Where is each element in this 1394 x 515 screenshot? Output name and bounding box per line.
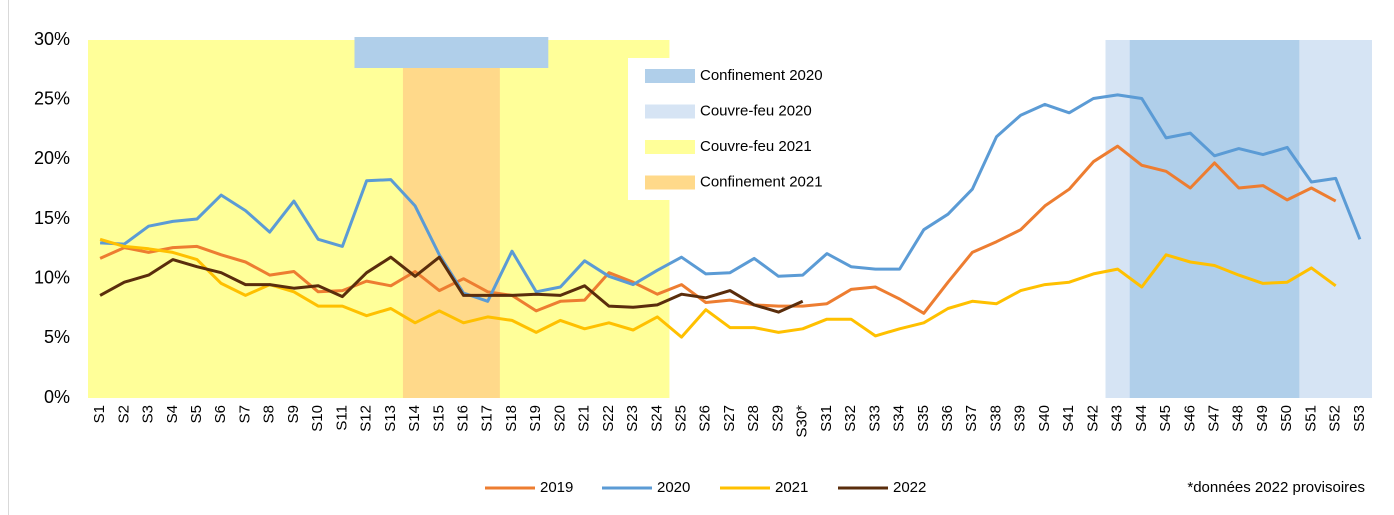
x-tick-label: S47 xyxy=(1205,405,1222,432)
legend-label: Confinement 2020 xyxy=(700,67,823,84)
x-tick-label: S21 xyxy=(576,405,593,432)
x-tick-label: S33 xyxy=(866,405,883,432)
x-tick-label: S2 xyxy=(115,405,132,423)
x-tick-label: S41 xyxy=(1060,405,1077,432)
x-tick-label: S39 xyxy=(1012,405,1029,432)
x-tick-label: S8 xyxy=(261,405,278,423)
legend-swatch xyxy=(645,69,695,83)
x-tick-label: S44 xyxy=(1133,405,1150,432)
x-tick-label: S50 xyxy=(1278,405,1295,432)
x-tick-label: S46 xyxy=(1181,405,1198,432)
x-tick-label: S53 xyxy=(1351,405,1368,432)
x-tick-label: S16 xyxy=(454,405,471,432)
x-tick-label: S45 xyxy=(1157,405,1174,432)
x-tick-label: S52 xyxy=(1327,405,1344,432)
legend-swatch xyxy=(645,104,695,119)
x-tick-label: S1 xyxy=(91,405,108,423)
x-tick-label: S49 xyxy=(1254,405,1271,432)
x-tick-label: S34 xyxy=(891,405,908,432)
legend-swatch xyxy=(645,140,695,154)
series-line xyxy=(99,255,804,314)
x-tick-label: S6 xyxy=(212,405,229,423)
x-tick-label: S42 xyxy=(1084,405,1101,432)
y-tick-label: 30% xyxy=(34,29,70,49)
x-tick-label: S4 xyxy=(164,405,181,423)
x-tick-label: S30* xyxy=(794,405,811,438)
x-tick-label: S43 xyxy=(1109,405,1126,432)
x-tick-label: S40 xyxy=(1036,405,1053,432)
x-tick-label: S24 xyxy=(648,405,665,432)
series-line xyxy=(99,237,1337,339)
shaded-period xyxy=(402,40,500,398)
x-tick-label: S29 xyxy=(769,405,786,432)
y-tick-label: 0% xyxy=(44,387,70,407)
x-tick-label: S28 xyxy=(745,405,762,432)
y-tick-label: 15% xyxy=(34,208,70,228)
x-tick-label: S26 xyxy=(697,405,714,432)
x-tick-label: S48 xyxy=(1230,405,1247,432)
x-tick-label: S7 xyxy=(236,405,253,423)
legend-label: Couvre-feu 2020 xyxy=(700,102,812,119)
x-tick-label: S18 xyxy=(503,405,520,432)
x-tick-label: S23 xyxy=(624,405,641,432)
x-tick-label: S11 xyxy=(333,405,350,431)
legend-label: Couvre-feu 2021 xyxy=(700,138,812,155)
y-tick-label: 20% xyxy=(34,148,70,168)
legend-swatch xyxy=(645,175,695,190)
legend-label: Confinement 2021 xyxy=(700,173,823,190)
x-tick-label: S35 xyxy=(915,405,932,432)
legend-label: 2022 xyxy=(893,479,926,496)
legend-label: 2020 xyxy=(657,479,690,496)
x-tick-label: S31 xyxy=(818,405,835,432)
x-tick-label: S20 xyxy=(551,405,568,432)
note: *données 2022 provisoires xyxy=(1187,479,1365,496)
x-tick-label: S38 xyxy=(987,405,1004,432)
legend-label: 2021 xyxy=(775,479,808,496)
series-line xyxy=(99,144,1337,315)
series-line xyxy=(100,93,1362,303)
legend-label: 2019 xyxy=(540,479,573,496)
x-tick-label: S32 xyxy=(842,405,859,432)
x-tick-label: S10 xyxy=(309,405,326,432)
x-tick-label: S15 xyxy=(430,405,447,432)
shaded-period xyxy=(354,37,549,68)
x-tick-label: S12 xyxy=(358,405,375,432)
y-tick-label: 10% xyxy=(34,267,70,287)
x-tick-label: S13 xyxy=(382,405,399,432)
shaded-period xyxy=(1129,40,1300,398)
y-tick-label: 25% xyxy=(34,88,70,108)
x-tick-label: S19 xyxy=(527,405,544,432)
x-tick-label: S22 xyxy=(600,405,617,432)
x-tick-label: S51 xyxy=(1302,405,1319,432)
x-tick-label: S14 xyxy=(406,405,423,432)
x-tick-label: S9 xyxy=(285,405,302,423)
x-tick-label: S27 xyxy=(721,405,738,432)
bands xyxy=(88,37,1372,398)
shaded-period xyxy=(88,40,670,398)
x-tick-label: S5 xyxy=(188,405,205,423)
x-tick-label: S25 xyxy=(673,405,690,432)
plot xyxy=(99,93,1362,339)
x-tick-label: S36 xyxy=(939,405,956,432)
x-tick-label: S17 xyxy=(479,405,496,432)
x-tick-label: S37 xyxy=(963,405,980,432)
x-tick-label: S3 xyxy=(140,405,157,423)
y-tick-label: 5% xyxy=(44,327,70,347)
